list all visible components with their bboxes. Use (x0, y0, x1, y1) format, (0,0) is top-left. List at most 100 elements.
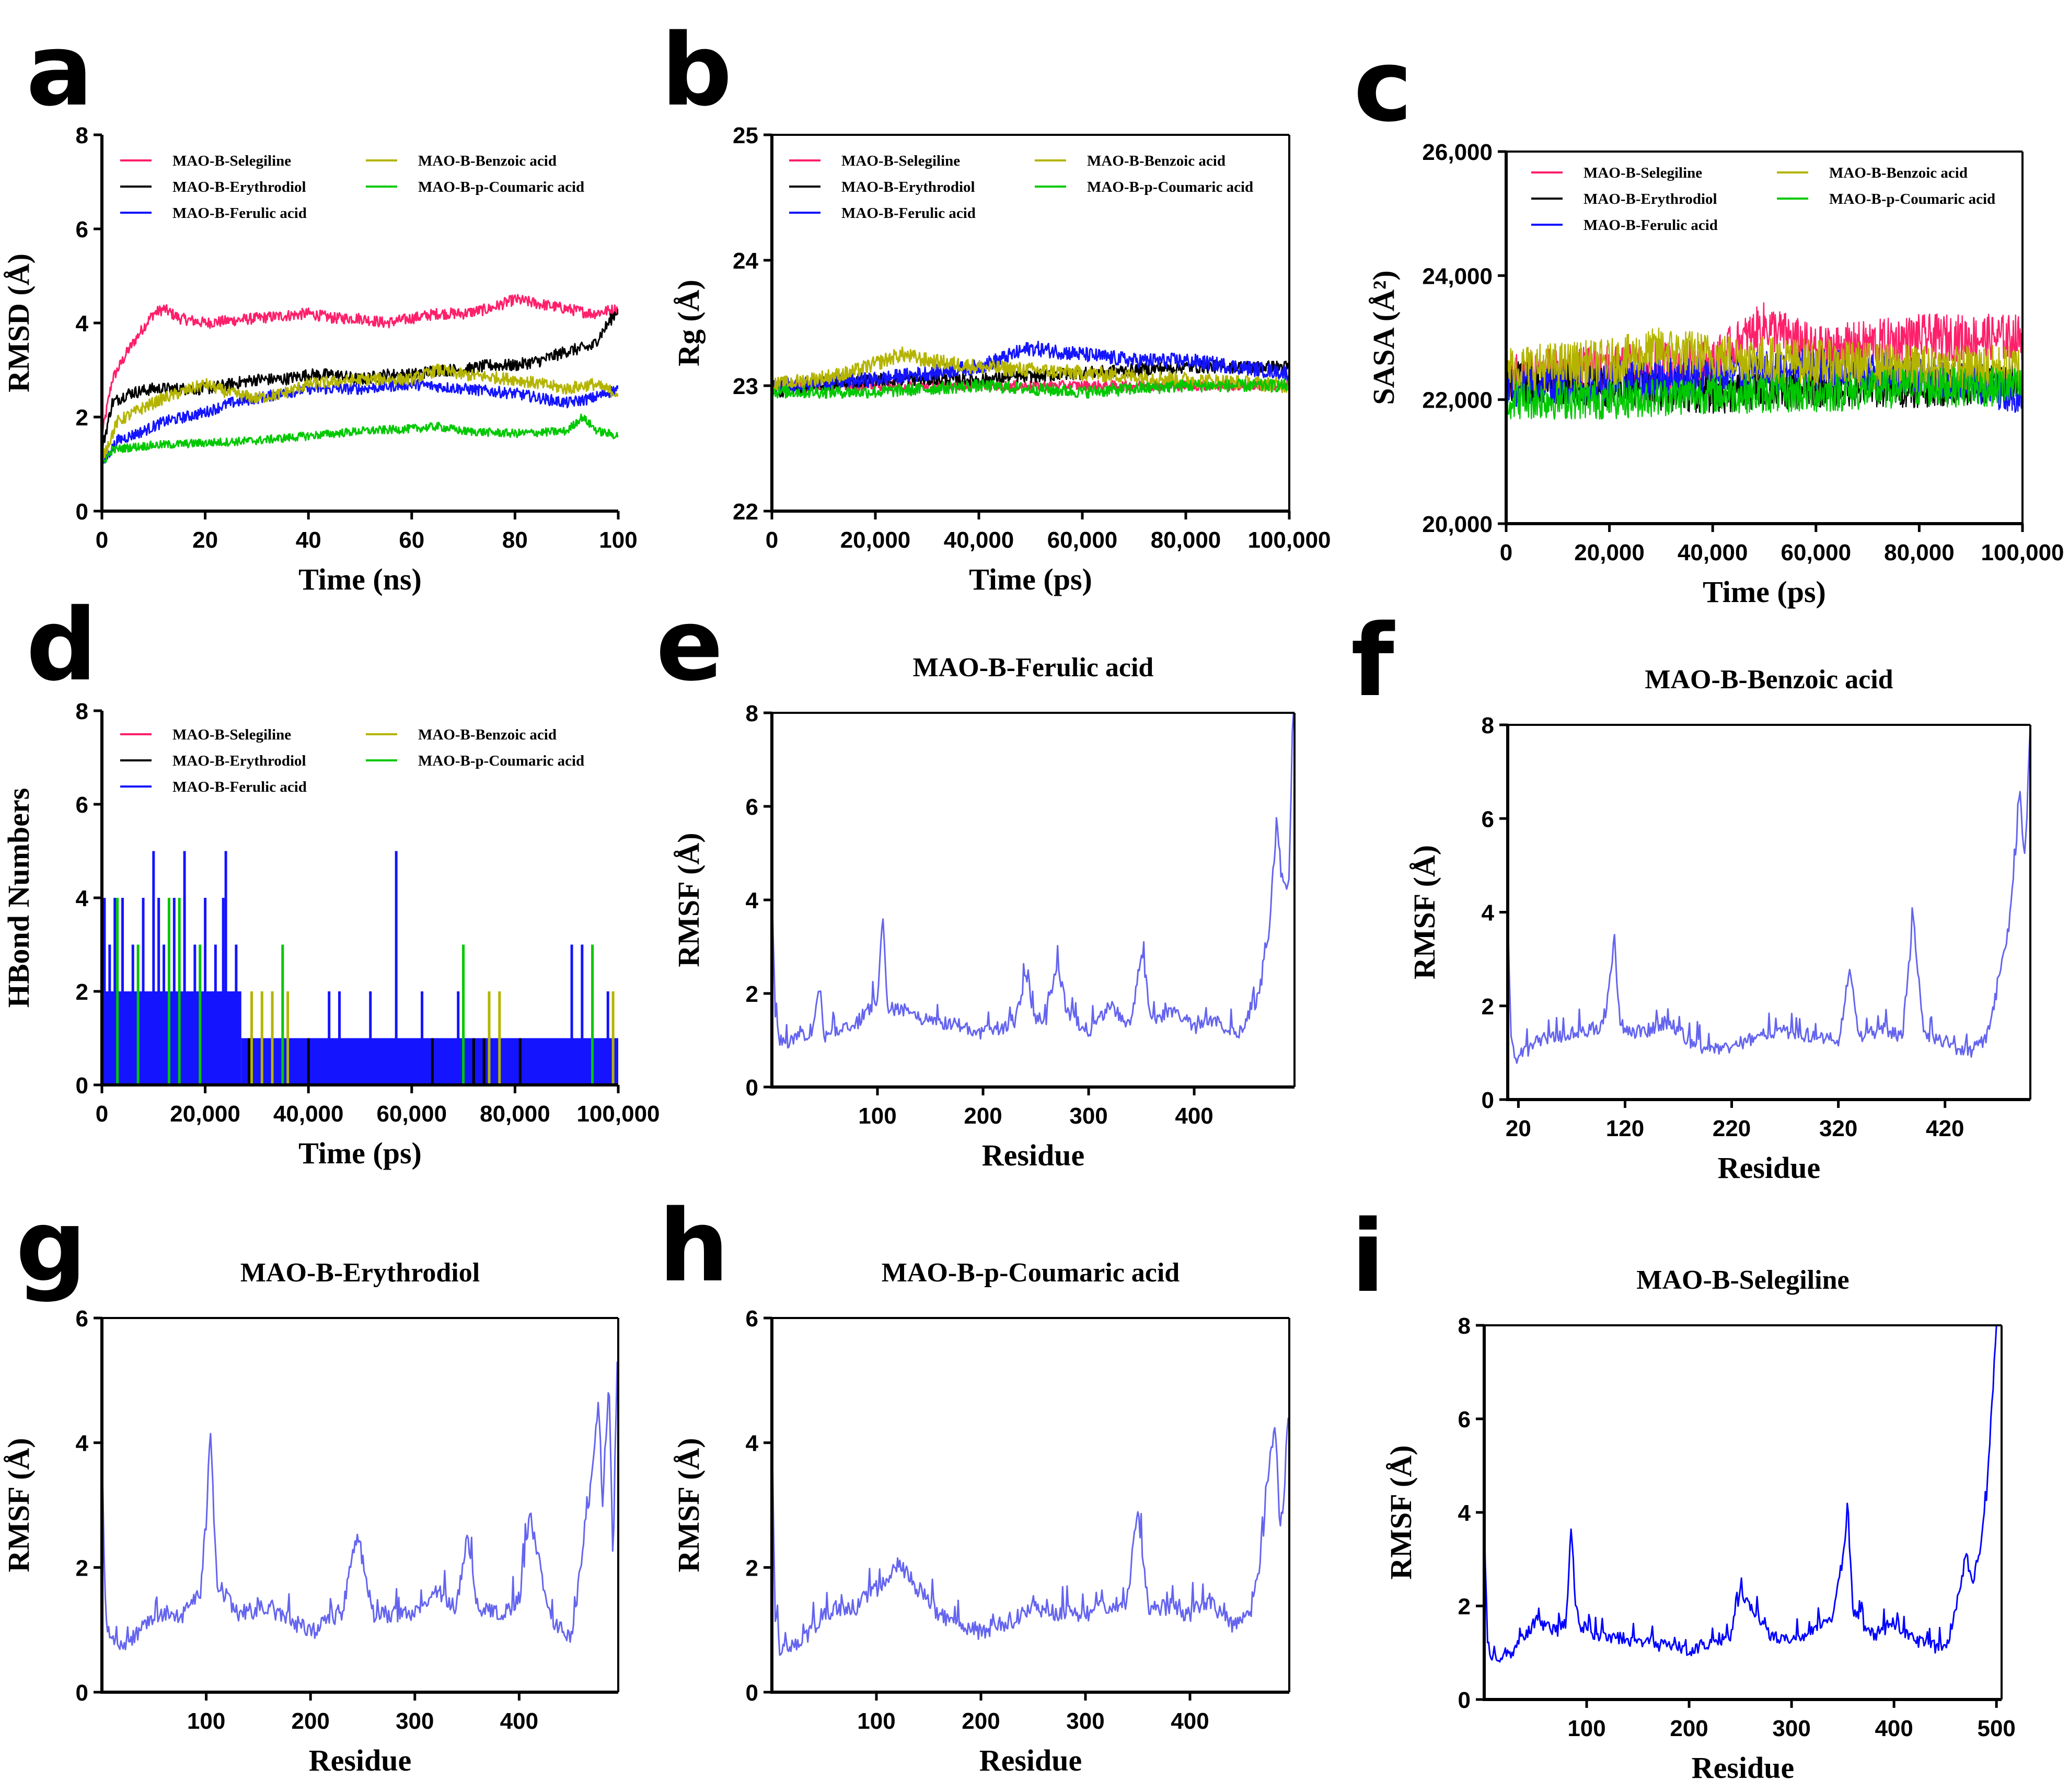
y-tick-label: 2 (76, 405, 88, 431)
hbond-spike (611, 991, 615, 1085)
plot-area (102, 851, 618, 1085)
x-tick-label: 20,000 (840, 527, 911, 553)
x-tick-label: 220 (1713, 1116, 1751, 1141)
series-line-mao-b-erythrodiol (102, 308, 618, 452)
x-tick-label: 400 (1171, 1708, 1209, 1734)
x-tick-label: 100 (599, 527, 637, 553)
series-line-rmsf (102, 1361, 618, 1650)
hbond-spike (136, 944, 140, 1085)
x-tick-label: 120 (1606, 1116, 1644, 1141)
x-tick-label: 20 (1506, 1116, 1531, 1141)
hbond-spike (235, 944, 238, 1085)
y-tick-label: 25 (733, 123, 758, 148)
x-axis-title: Residue (309, 1743, 412, 1777)
series-line-mao-b-p-coumaric-acid (1506, 366, 2022, 420)
hbond-spike (482, 1038, 486, 1085)
x-tick-label: 40 (296, 527, 321, 553)
series-line-mao-b-benzoic-acid (102, 363, 618, 463)
y-tick-label: 26,000 (1422, 140, 1493, 165)
y-tick-label: 6 (76, 792, 88, 818)
hbond-spike (421, 991, 424, 1085)
y-tick-label: 8 (1482, 713, 1494, 738)
y-tick-label: 6 (746, 794, 758, 820)
legend-entry: MAO-B-Erythrodiol (172, 179, 306, 195)
x-axis-title: Residue (1718, 1151, 1821, 1185)
hbond-spike (518, 1038, 522, 1085)
legend: MAO-B-Selegiline MAO-B-Erythrodiol MAO-B-F… (120, 153, 584, 222)
x-tick-label: 60 (399, 527, 424, 553)
legend-entry: MAO-B-Benzoic acid (418, 726, 557, 743)
hbond-spike (178, 898, 181, 1085)
series-line-mao-b-ferulic-acid (102, 378, 618, 465)
y-tick-label: 0 (746, 1075, 758, 1101)
hbond-spike (113, 898, 117, 1085)
legend-entry: MAO-B-Benzoic acid (418, 153, 557, 169)
hbond-spike (260, 991, 263, 1085)
y-axis-title: RMSF (Å) (1384, 1445, 1418, 1579)
x-tick-label: 20,000 (1574, 540, 1645, 565)
hbond-spike (281, 944, 284, 1085)
hbond-spike (591, 944, 594, 1085)
legend-entry: MAO-B-Benzoic acid (1087, 153, 1226, 169)
y-tick-label: 23 (733, 374, 758, 399)
series-line-mao-b-p-coumaric-acid (772, 378, 1289, 399)
x-tick-label: 320 (1819, 1116, 1857, 1141)
hbond-spike (222, 898, 225, 1085)
panel-label: i (1351, 1199, 1385, 1314)
x-tick-label: 100,000 (1247, 527, 1331, 553)
y-tick-label: 6 (76, 1306, 88, 1332)
plot-area (1484, 1325, 1997, 1663)
y-tick-label: 24,000 (1422, 263, 1493, 289)
hbond-spike (121, 898, 124, 1085)
panel-f: f MAO-B-Benzoic acid 0 2 4 6 8 20 120 220 320 420 Re… (1351, 603, 2031, 1185)
x-tick-label: 60,000 (377, 1101, 447, 1127)
panel-label: g (16, 1188, 87, 1304)
legend-entry: MAO-B-Selegiline (1583, 165, 1702, 181)
panel-i: i MAO-B-Selegiline 0 2 4 6 8 100 200 300 400 500 Res… (1351, 1199, 2016, 1785)
x-tick-label: 60,000 (1781, 540, 1852, 565)
hbond-spike (328, 991, 331, 1085)
x-tick-label: 400 (500, 1708, 538, 1734)
y-tick-label: 2 (76, 979, 88, 1005)
y-axis-title: RMSF (Å) (672, 1438, 706, 1572)
x-tick-label: 100,000 (1981, 540, 2064, 565)
x-tick-label: 60,000 (1047, 527, 1118, 553)
y-tick-label: 2 (746, 1555, 758, 1581)
hbond-spike (395, 851, 398, 1085)
panel-c: c 20,000 22,000 24,000 26,000 0 20,000 40,000 60… (1354, 28, 2064, 609)
x-tick-label: 300 (1772, 1716, 1810, 1741)
panel-g: g MAO-B-Erythrodiol 0 2 4 6 100 200 300 400 Residu… (2, 1188, 619, 1777)
hbond-spike (472, 1038, 475, 1085)
x-tick-label: 100 (858, 1103, 896, 1129)
x-tick-label: 200 (964, 1103, 1002, 1129)
x-axis-title: Residue (1692, 1751, 1795, 1785)
hbond-spike (163, 944, 166, 1085)
y-axis-title: SASA (Å²) (1367, 270, 1401, 405)
y-tick-label: 8 (76, 699, 88, 724)
x-tick-label: 300 (1066, 1708, 1104, 1734)
y-tick-label: 6 (76, 217, 88, 242)
x-tick-label: 200 (962, 1708, 1000, 1734)
hbond-spike (142, 898, 145, 1085)
y-tick-label: 4 (1458, 1500, 1471, 1526)
hbond-spike (167, 898, 170, 1085)
panel-label: d (26, 587, 97, 703)
y-tick-label: 0 (746, 1680, 758, 1706)
panel-label: b (661, 13, 732, 128)
chart-title: MAO-B-Erythrodiol (240, 1258, 480, 1288)
hbond-spike (307, 1038, 310, 1085)
y-axis-title: RMSF (Å) (1407, 845, 1441, 979)
hbond-spike (338, 991, 341, 1085)
hbond-spike (193, 944, 197, 1085)
x-tick-label: 200 (291, 1708, 329, 1734)
panel-label: f (1351, 603, 1395, 719)
y-tick-label: 2 (1482, 994, 1494, 1020)
y-tick-label: 0 (1458, 1687, 1471, 1713)
y-tick-label: 6 (1482, 806, 1494, 832)
x-tick-label: 0 (1500, 540, 1512, 565)
series-line-rmsf (1508, 725, 2030, 1064)
y-tick-label: 0 (76, 499, 88, 525)
hbond-spike (581, 944, 584, 1085)
plot-area (772, 713, 1294, 1049)
